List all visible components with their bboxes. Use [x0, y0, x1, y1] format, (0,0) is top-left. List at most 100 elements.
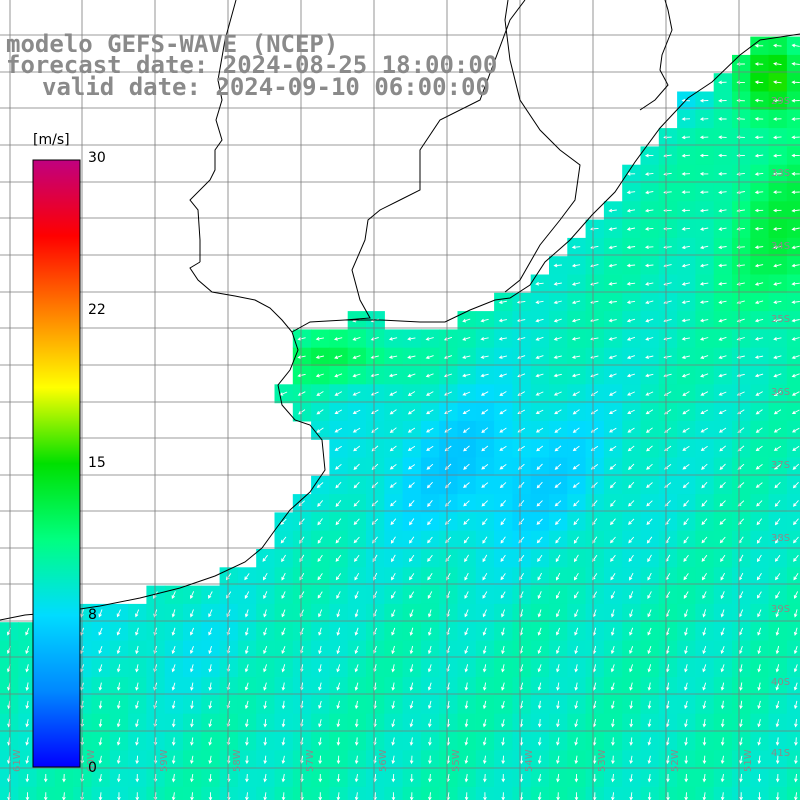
wind-arrow [535, 427, 544, 433]
wind-arrow [681, 172, 691, 176]
wind-arrow [391, 664, 395, 673]
wind-arrow [627, 409, 635, 414]
wind-arrow [791, 62, 800, 66]
wind-arrow [555, 645, 560, 655]
wind-arrow [426, 445, 434, 451]
wind-arrow [482, 755, 487, 765]
wind-arrow [408, 482, 415, 489]
wind-arrow [775, 700, 780, 710]
wind-arrow [335, 573, 342, 581]
wind-arrow [610, 627, 615, 636]
wind-arrow [318, 755, 322, 765]
wind-arrow [702, 682, 707, 691]
wind-arrow [574, 645, 578, 655]
wind-arrow [681, 373, 690, 378]
wind-arrow [335, 554, 342, 562]
wind-arrow [445, 463, 452, 470]
wind-arrow [354, 737, 359, 746]
wind-arrow [480, 318, 489, 323]
wind-arrow [608, 227, 617, 231]
wind-arrow [647, 609, 652, 618]
wind-arrow [608, 337, 617, 341]
wind-arrow [190, 774, 194, 783]
wind-cell [786, 786, 800, 800]
wind-arrow [645, 190, 654, 195]
wind-arrow [388, 337, 398, 341]
wind-arrow [773, 445, 782, 451]
wind-arrow [98, 627, 103, 636]
wind-arrow [629, 755, 633, 764]
wind-arrow [116, 682, 121, 691]
wind-arrow [391, 682, 396, 691]
wind-arrow [646, 445, 653, 452]
wind-arrow [98, 609, 103, 618]
wind-arrow [720, 700, 725, 710]
wind-arrow [482, 554, 488, 563]
wind-arrow [626, 208, 636, 213]
wind-arrow [681, 300, 690, 305]
wind-arrow [135, 737, 139, 746]
wind-arrow [683, 573, 689, 581]
wind-arrow [25, 682, 30, 691]
wind-arrow [553, 373, 562, 378]
wind-arrow [774, 554, 781, 562]
wind-arrow [573, 518, 580, 526]
wind-arrow [135, 700, 139, 710]
wind-arrow [208, 645, 212, 655]
wind-arrow [773, 373, 782, 378]
wind-arrow [775, 719, 780, 728]
wind-arrow [388, 373, 398, 378]
wind-arrow [409, 773, 414, 783]
wind-arrow [718, 135, 727, 139]
wind-arrow [464, 664, 469, 673]
wind-arrow [98, 646, 103, 654]
wind-arrow [354, 755, 359, 765]
wind-arrow [626, 373, 636, 378]
wind-arrow [773, 300, 782, 305]
wind-arrow [644, 208, 654, 213]
wind-arrow [336, 773, 341, 783]
wind-arrow [699, 300, 709, 304]
wind-arrow [281, 773, 286, 783]
wind-arrow [611, 773, 615, 783]
wind-arrow [720, 591, 725, 600]
wind-arrow [683, 591, 689, 599]
wind-arrow [702, 591, 707, 599]
wind-arrow [353, 500, 360, 507]
wind-arrow [756, 500, 763, 507]
wind-arrow [682, 427, 690, 433]
wind-arrow [244, 645, 249, 655]
wind-arrow [773, 190, 782, 194]
wind-arrow [116, 755, 121, 764]
wind-arrow [171, 755, 176, 765]
wind-arrow [756, 573, 762, 581]
wind-arrow [775, 737, 780, 746]
wind-arrow [390, 500, 397, 507]
wind-arrow [611, 719, 615, 728]
wind-cell [786, 695, 800, 715]
wind-arrow [334, 463, 342, 470]
wind-arrow [535, 373, 544, 378]
wind-arrow [665, 755, 670, 765]
wind-arrow [409, 518, 415, 526]
lon-label: 57W [305, 749, 316, 772]
wind-arrow [391, 645, 395, 655]
wind-arrow [610, 591, 616, 599]
wind-arrow [208, 755, 213, 764]
wind-cell [786, 622, 800, 642]
wind-arrow [645, 282, 654, 286]
wind-arrow [793, 627, 798, 636]
wind-arrow [498, 336, 507, 341]
wind-arrow [407, 409, 416, 415]
wind-arrow [718, 172, 727, 176]
wind-arrow [391, 755, 396, 765]
wind-arrow [739, 737, 743, 746]
wind-arrow [352, 336, 361, 341]
wind-arrow [775, 609, 780, 618]
wind-arrow [699, 98, 709, 103]
wind-arrow [536, 481, 543, 489]
wind-arrow [681, 153, 691, 158]
wind-cell [786, 457, 800, 477]
wind-arrow [98, 682, 103, 691]
wind-arrow [427, 664, 432, 673]
